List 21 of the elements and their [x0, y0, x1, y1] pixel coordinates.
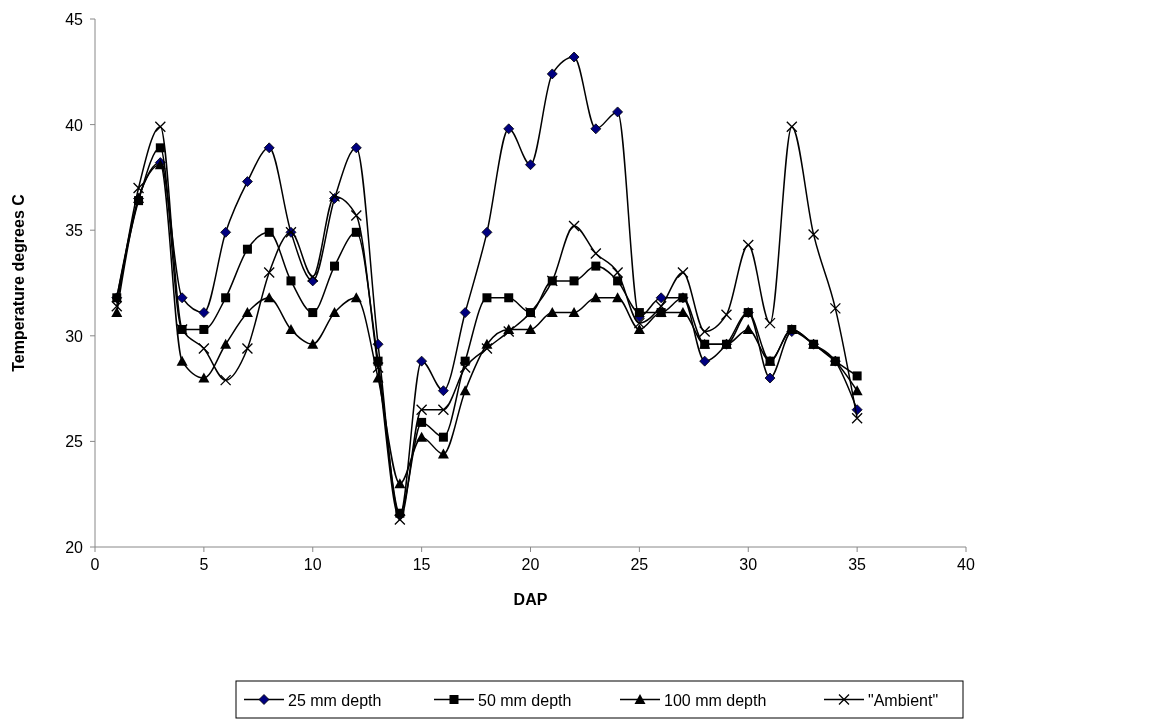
y-tick-label: 45 [65, 11, 84, 28]
x-tick-label: 40 [957, 556, 975, 573]
legend-label: "Ambient" [868, 691, 939, 709]
x-tick-label: 20 [521, 556, 540, 573]
legend-label: 100 mm depth [664, 691, 767, 709]
y-tick-label: 35 [65, 222, 84, 240]
x-axis-title: DAP [513, 591, 548, 608]
x-tick-label: 15 [412, 556, 431, 573]
x-tick-label: 35 [848, 556, 867, 573]
x-tick-label: 25 [630, 556, 649, 573]
x-tick-label: 5 [199, 556, 209, 573]
x-tick-label: 30 [739, 556, 758, 573]
y-axis-title: Temperature degrees C [10, 193, 27, 372]
y-tick-label: 30 [65, 327, 84, 345]
y-tick-label: 25 [65, 433, 84, 451]
legend-label: 25 mm depth [288, 691, 382, 709]
x-tick-label: 10 [303, 556, 322, 573]
y-tick-label: 20 [65, 539, 84, 556]
legend-label: 50 mm depth [478, 691, 572, 709]
y-tick-label: 40 [65, 116, 84, 134]
x-tick-label: 0 [90, 556, 100, 573]
